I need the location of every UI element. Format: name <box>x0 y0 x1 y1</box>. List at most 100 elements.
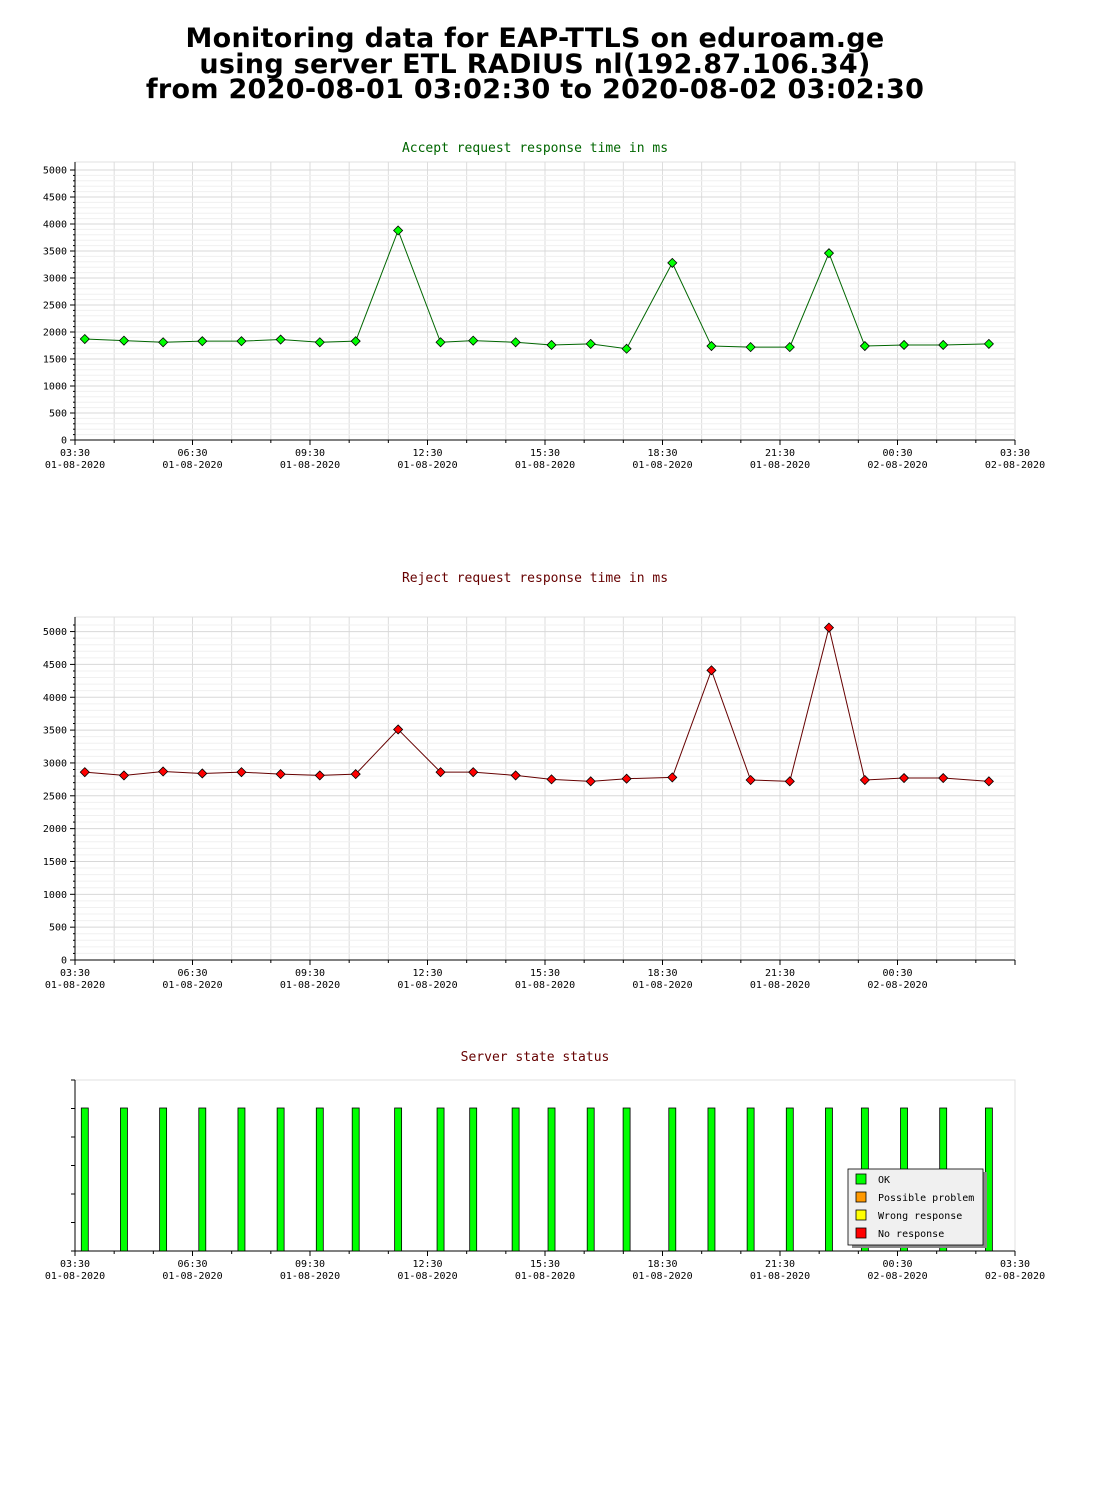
y-tick-label: 2500 <box>43 301 67 312</box>
accept-point <box>510 337 521 348</box>
status-bar <box>436 1107 445 1252</box>
x-tick-label-date: 02-08-2020 <box>985 460 1045 471</box>
x-tick-label-time: 09:30 <box>295 448 325 459</box>
reject-point <box>823 622 835 633</box>
status-legend: OK Possible problem Wrong response No respo… <box>847 1168 987 1248</box>
x-tick-label-date: 01-08-2020 <box>515 460 575 471</box>
x-tick-label-date: 01-08-2020 <box>632 980 692 991</box>
x-tick-label-time: 06:30 <box>177 1259 207 1270</box>
status-bar <box>159 1107 168 1252</box>
legend-swatch <box>855 1191 867 1203</box>
x-tick-label-date: 01-08-2020 <box>632 1271 692 1282</box>
legend-label: OK <box>878 1175 890 1186</box>
y-tick-label: 1500 <box>43 355 67 366</box>
accept-point <box>621 343 632 354</box>
y-tick-label: 1500 <box>43 857 67 868</box>
reject-line <box>84 627 989 782</box>
y-tick-label: 3000 <box>43 758 67 769</box>
status-bar <box>237 1107 246 1252</box>
accept-line <box>84 229 989 350</box>
page-title-line-3: from 2020-08-01 03:02:30 to 2020-08-02 0… <box>145 74 925 105</box>
x-tick-label-time: 03:30 <box>60 1259 90 1270</box>
page-title-line-1: Monitoring data for EAP-TTLS on eduroam.… <box>185 23 885 54</box>
accept-point <box>79 333 90 345</box>
accept-point <box>938 339 949 351</box>
x-tick-label-date: 01-08-2020 <box>515 1271 575 1282</box>
status-bar <box>511 1107 520 1252</box>
reject-point <box>859 774 870 786</box>
x-tick-label-time: 03:30 <box>60 448 90 459</box>
reject-point <box>197 768 208 779</box>
accept-point <box>314 337 325 348</box>
x-tick-label-date: 01-08-2020 <box>45 1271 105 1282</box>
accept-point <box>158 337 169 348</box>
reject-point <box>314 770 325 781</box>
reject-point <box>79 767 90 778</box>
reject-point <box>585 776 596 787</box>
status-bar <box>825 1107 833 1252</box>
status-bar <box>351 1107 360 1252</box>
x-tick-label-date: 02-08-2020 <box>867 460 927 471</box>
x-tick-label-date: 01-08-2020 <box>45 980 105 991</box>
accept-chart-title: Accept request response time in ms <box>401 141 669 156</box>
x-tick-label-date: 01-08-2020 <box>750 980 810 991</box>
status-bar <box>80 1107 89 1252</box>
x-tick-label-time: 21:30 <box>765 448 795 459</box>
status-bar <box>586 1107 595 1252</box>
x-tick-label-time: 18:30 <box>647 968 677 979</box>
reject-point <box>468 767 479 778</box>
reject-chart-title: Reject request response time in ms <box>401 571 669 586</box>
y-tick-label: 5000 <box>43 627 67 638</box>
x-tick-label-time: 15:30 <box>530 1259 560 1270</box>
legend-swatch <box>855 1209 867 1221</box>
x-tick-label-date: 01-08-2020 <box>750 460 810 471</box>
x-tick-label-date: 01-08-2020 <box>750 1271 810 1282</box>
accept-point <box>706 340 717 352</box>
x-tick-label-date: 01-08-2020 <box>280 1271 340 1282</box>
accept-point <box>745 342 756 353</box>
status-bar <box>198 1107 207 1252</box>
reject-point <box>667 772 678 783</box>
legend-label: No response <box>878 1229 944 1240</box>
y-tick-label: 2000 <box>43 824 67 835</box>
x-tick-label-time: 21:30 <box>765 1259 795 1270</box>
accept-point <box>546 339 557 351</box>
reject-point <box>158 766 169 777</box>
accept-response-chart: 0 500 1000 1500 2000 2500 3000 3500 4000 4500 5000… <box>43 161 1045 471</box>
status-bar <box>276 1107 285 1252</box>
y-tick-label: 0 <box>61 956 67 967</box>
status-bar <box>622 1107 631 1252</box>
x-tick-label-date: 01-08-2020 <box>162 980 222 991</box>
y-tick-label: 4500 <box>43 193 67 204</box>
x-tick-label-time: 03:30 <box>1000 448 1030 459</box>
reject-point <box>938 772 949 784</box>
reject-point <box>275 769 286 780</box>
x-tick-label-date: 01-08-2020 <box>162 460 222 471</box>
accept-point <box>468 335 479 346</box>
x-tick-label-time: 00:30 <box>882 448 912 459</box>
y-tick-label: 5000 <box>43 166 67 177</box>
status-bar <box>547 1107 556 1252</box>
y-tick-label: 1000 <box>43 890 67 901</box>
x-tick-label-time: 18:30 <box>647 1259 677 1270</box>
status-chart-title: Server state status <box>460 1050 610 1065</box>
reject-point <box>706 665 717 676</box>
accept-point <box>236 336 247 347</box>
x-tick-label-date: 01-08-2020 <box>632 460 692 471</box>
status-bar <box>120 1107 128 1252</box>
x-tick-label-time: 03:30 <box>1000 1259 1030 1270</box>
reject-point <box>983 776 994 787</box>
x-tick-label-date: 01-08-2020 <box>397 460 457 471</box>
reject-point <box>621 773 632 784</box>
x-tick-label-date: 01-08-2020 <box>45 460 105 471</box>
reject-point <box>546 774 557 785</box>
x-tick-label-time: 12:30 <box>412 968 442 979</box>
reject-point <box>118 770 130 781</box>
reject-point <box>393 724 404 735</box>
status-bar <box>707 1107 716 1252</box>
legend-box <box>847 1168 984 1246</box>
x-tick-label-date: 01-08-2020 <box>515 980 575 991</box>
y-tick-label: 500 <box>49 923 67 934</box>
y-tick-label: 2000 <box>43 328 67 339</box>
accept-point <box>859 340 870 352</box>
